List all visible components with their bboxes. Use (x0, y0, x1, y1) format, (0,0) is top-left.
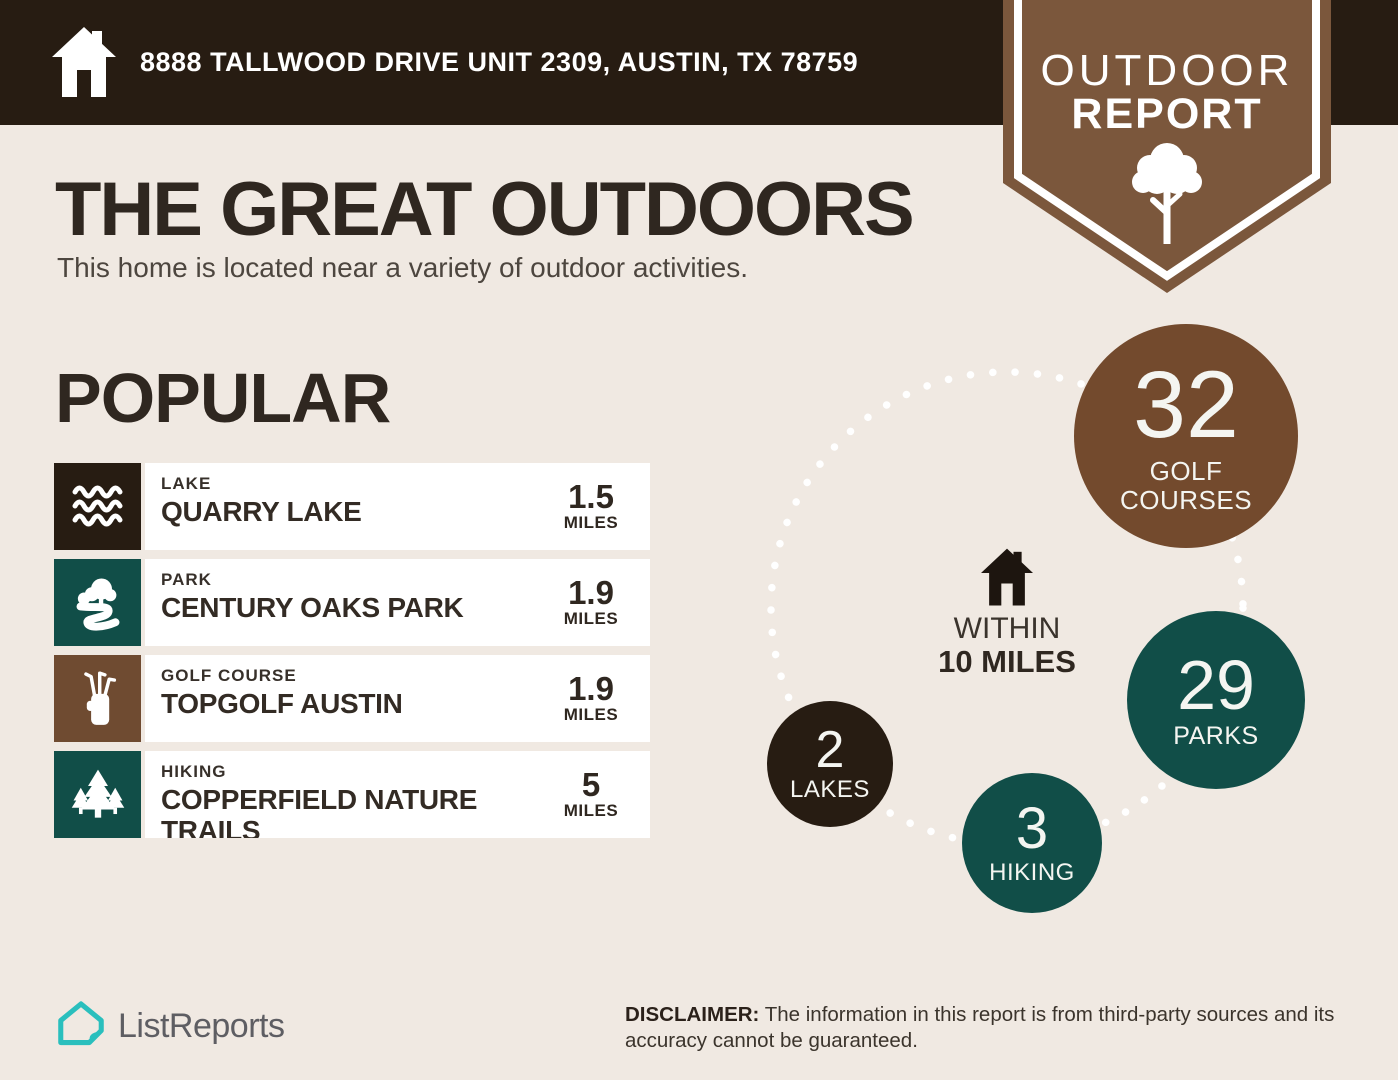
page-title: THE GREAT OUTDOORS (55, 167, 915, 252)
item-distance: 1.9 (568, 669, 614, 707)
item-category: GOLF COURSE (161, 666, 297, 685)
stat-bubble-golf-courses: 32 GOLF COURSES (1074, 324, 1298, 548)
item-distance-unit: MILES (563, 608, 619, 628)
item-category: HIKING (161, 762, 227, 781)
item-name: CENTURY OAKS PARK (161, 592, 464, 623)
item-name: QUARRY LAKE (161, 496, 362, 527)
outdoor-report-badge: OUTDOOR REPORT (1003, 0, 1331, 300)
stat-label: PARKS (1173, 721, 1259, 750)
stat-value: 32 (1133, 351, 1239, 458)
park-tree-icon (76, 578, 119, 631)
item-distance-unit: MILES (563, 800, 619, 820)
list-item-card: GOLF COURSE TOPGOLF AUSTIN 1.9 MILES (145, 655, 650, 742)
item-category: LAKE (161, 474, 212, 493)
badge-title-line1: OUTDOOR (1040, 46, 1294, 95)
stat-value: 2 (815, 721, 845, 779)
item-distance: 1.5 (568, 477, 614, 515)
lake-tile (54, 463, 141, 550)
popular-list: LAKE QUARRY LAKE 1.5 MILES (54, 463, 650, 847)
list-item-card: PARK CENTURY OAKS PARK 1.9 MILES (145, 559, 650, 646)
list-item-card: LAKE QUARRY LAKE 1.5 MILES (145, 463, 650, 550)
home-icon (52, 27, 116, 97)
stat-bubble-lakes: 2 LAKES (767, 701, 893, 827)
item-distance-unit: MILES (563, 512, 619, 532)
golf-tile (54, 655, 141, 742)
popular-heading: POPULAR (55, 359, 391, 437)
golf-bag-icon (83, 670, 116, 725)
stat-label: LAKES (790, 776, 870, 803)
radius-label: 10 MILES (938, 644, 1076, 679)
listreports-house-icon (58, 1001, 104, 1046)
disclaimer-label: DISCLAIMER: (625, 1003, 760, 1026)
item-category: PARK (161, 570, 212, 589)
item-name: COPPERFIELD NATURE TRAILS (161, 784, 478, 838)
list-item-card: HIKING COPPERFIELD NATURE TRAILS 5 MILES (145, 751, 650, 838)
list-item-park: PARK CENTURY OAKS PARK 1.9 MILES (54, 559, 650, 646)
item-name: TOPGOLF AUSTIN (161, 688, 403, 719)
stat-bubble-parks: 29 PARKS (1127, 611, 1305, 789)
within-label: WITHIN (953, 612, 1061, 645)
stat-value: 3 (1015, 795, 1049, 861)
property-address: 8888 TALLWOOD DRIVE UNIT 2309, AUSTIN, T… (140, 47, 859, 77)
brand-name: ListReports (118, 1006, 285, 1045)
list-item-lake: LAKE QUARRY LAKE 1.5 MILES (54, 463, 650, 550)
hiking-tile (54, 751, 141, 838)
listreports-logo: ListReports (58, 1001, 285, 1051)
waves-icon (72, 485, 122, 526)
item-distance: 5 (581, 765, 601, 803)
tree-icon (1132, 143, 1202, 244)
stat-label: HIKING (989, 858, 1075, 886)
home-icon (981, 548, 1033, 606)
item-distance-unit: MILES (563, 704, 619, 724)
disclaimer: DISCLAIMER: The information in this repo… (625, 1002, 1355, 1054)
list-item-hiking: HIKING COPPERFIELD NATURE TRAILS 5 MILES (54, 751, 650, 838)
list-item-golf: GOLF COURSE TOPGOLF AUSTIN 1.9 MILES (54, 655, 650, 742)
item-distance: 1.9 (568, 573, 614, 611)
pine-trees-icon (71, 769, 124, 818)
stat-label: GOLF COURSES (1119, 455, 1253, 515)
page-subtitle: This home is located near a variety of o… (57, 252, 749, 283)
badge-title-line2: REPORT (1071, 90, 1263, 138)
stat-bubble-hiking: 3 HIKING (962, 773, 1102, 913)
stat-value: 29 (1177, 645, 1255, 724)
disclaimer-text: The information in this report is from t… (625, 1003, 1335, 1052)
park-tile (54, 559, 141, 646)
